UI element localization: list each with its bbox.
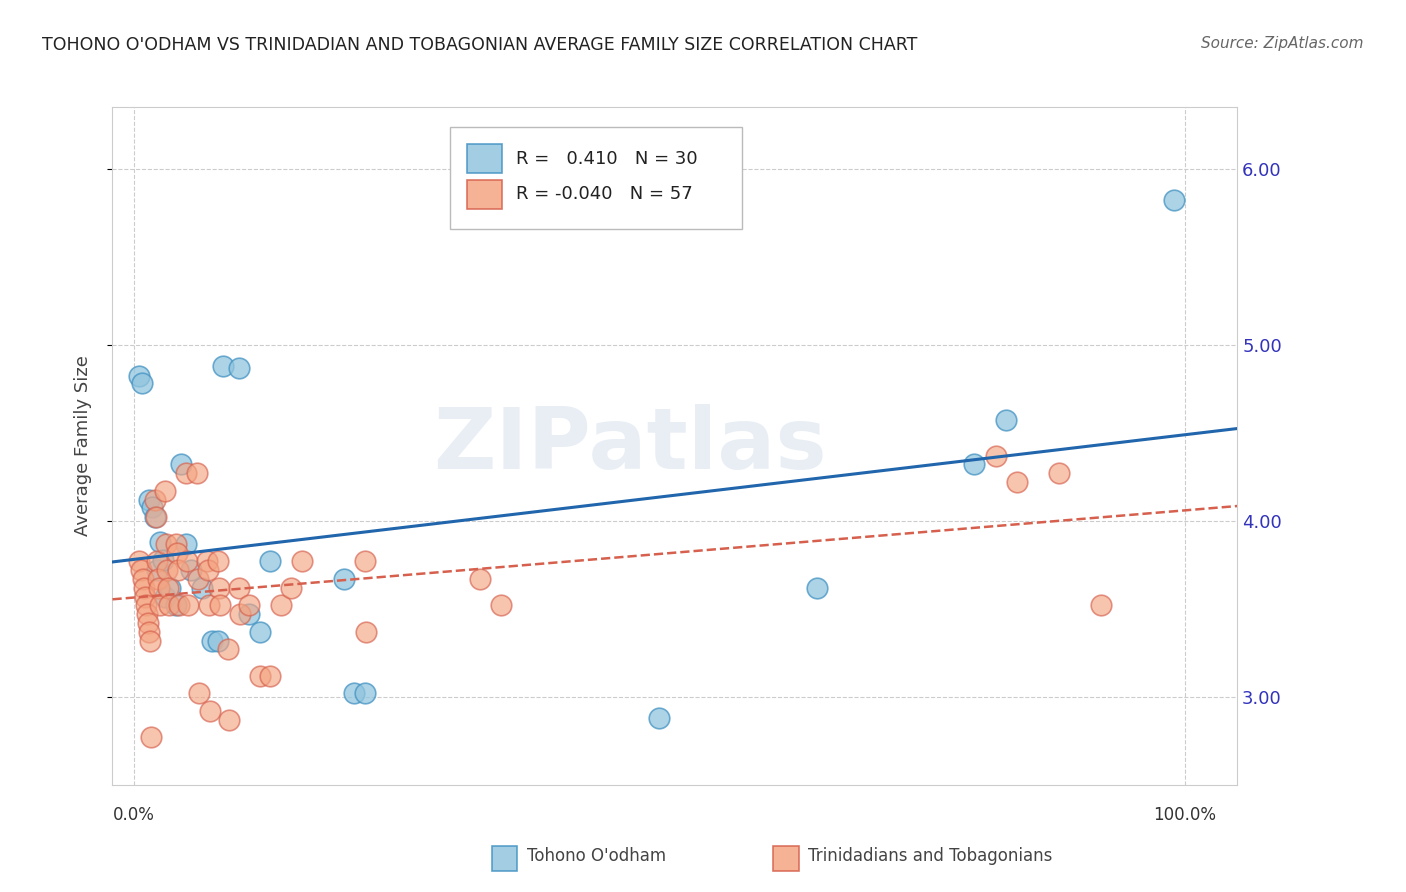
Point (156, 563, 179, 577)
Point (259, 554, 281, 568)
Point (353, 554, 375, 568)
Text: 100.0%: 100.0% (1153, 806, 1216, 824)
Point (149, 599, 172, 613)
Point (143, 492, 166, 507)
Point (984, 449, 1007, 463)
Point (963, 458, 986, 472)
Point (187, 572, 209, 586)
Point (159, 581, 181, 595)
Point (155, 537, 177, 551)
Point (228, 607, 250, 622)
Point (332, 572, 354, 586)
Point (132, 581, 155, 595)
Point (353, 686, 375, 700)
Point (249, 669, 271, 683)
Point (143, 510, 166, 524)
Point (198, 599, 221, 613)
Point (135, 599, 157, 613)
Point (180, 563, 202, 577)
Text: TOHONO O'ODHAM VS TRINIDADIAN AND TOBAGONIAN AVERAGE FAMILY SIZE CORRELATION CHA: TOHONO O'ODHAM VS TRINIDADIAN AND TOBAGO… (42, 36, 918, 54)
Point (134, 590, 156, 604)
Point (228, 581, 250, 595)
Point (128, 554, 150, 568)
Point (165, 537, 187, 551)
Point (138, 624, 160, 639)
Point (197, 563, 219, 577)
Text: ZIPatlas: ZIPatlas (433, 404, 827, 488)
Point (165, 599, 187, 613)
Point (343, 686, 366, 700)
Point (141, 731, 163, 745)
Point (1163, 194, 1185, 208)
Point (157, 599, 180, 613)
Point (131, 376, 153, 391)
Point (152, 552, 174, 566)
Point (174, 537, 197, 551)
Point (136, 607, 159, 622)
Point (145, 510, 167, 524)
Point (195, 554, 218, 568)
Point (138, 492, 160, 507)
Point (191, 581, 214, 595)
Point (157, 581, 180, 595)
Point (145, 554, 167, 568)
Text: Source: ZipAtlas.com: Source: ZipAtlas.com (1201, 36, 1364, 51)
Point (491, 599, 513, 613)
Text: Tohono O'odham: Tohono O'odham (527, 847, 666, 865)
Text: R = -0.040   N = 57: R = -0.040 N = 57 (516, 186, 693, 203)
Point (470, 572, 492, 586)
Text: R =   0.410   N = 30: R = 0.410 N = 30 (516, 150, 697, 168)
Point (148, 581, 170, 595)
Point (280, 581, 302, 595)
Point (238, 607, 260, 622)
Point (129, 563, 152, 577)
Point (208, 581, 231, 595)
Point (153, 483, 176, 498)
Point (249, 624, 271, 639)
Point (166, 563, 188, 577)
Point (1047, 467, 1070, 481)
Point (176, 554, 198, 568)
Point (270, 599, 292, 613)
Point (174, 467, 197, 481)
Point (201, 633, 224, 648)
Point (212, 359, 235, 373)
Point (217, 642, 239, 657)
Point (259, 669, 281, 683)
Point (995, 413, 1018, 427)
Point (1005, 475, 1028, 489)
Point (141, 500, 163, 514)
Point (136, 615, 159, 630)
Point (806, 581, 828, 595)
Text: Trinidadians and Tobagonians: Trinidadians and Tobagonians (808, 847, 1053, 865)
Point (354, 624, 377, 639)
Point (166, 545, 188, 559)
Point (648, 711, 671, 725)
Point (187, 686, 209, 700)
Point (200, 704, 222, 718)
Point (208, 599, 231, 613)
Point (228, 360, 250, 375)
Text: 0.0%: 0.0% (112, 806, 155, 824)
Point (207, 633, 229, 648)
Point (207, 554, 229, 568)
Point (177, 599, 200, 613)
Point (291, 554, 314, 568)
Point (186, 467, 208, 481)
Point (170, 458, 193, 472)
Point (128, 369, 150, 384)
Point (167, 599, 190, 613)
Point (139, 633, 162, 648)
Point (218, 713, 240, 727)
Y-axis label: Average Family Size: Average Family Size (73, 356, 91, 536)
Point (145, 563, 167, 577)
Point (153, 590, 176, 604)
Point (149, 535, 172, 549)
Point (1090, 599, 1112, 613)
Point (132, 572, 155, 586)
Point (146, 572, 169, 586)
Point (238, 599, 260, 613)
